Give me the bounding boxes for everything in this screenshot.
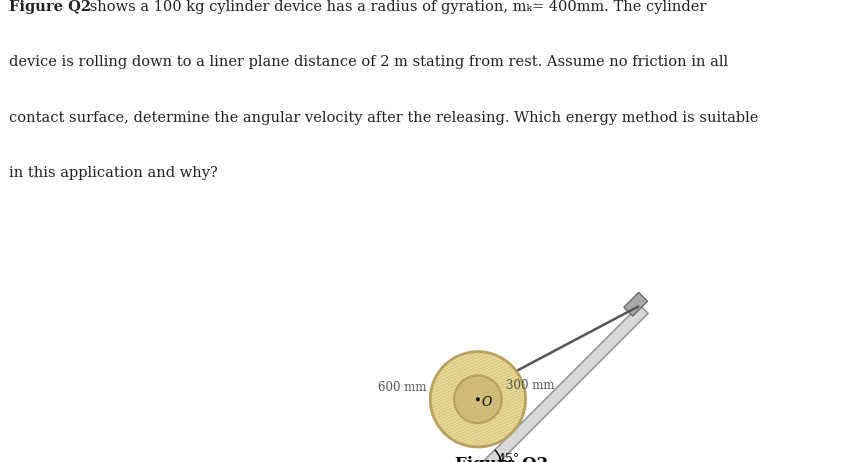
Text: 600 mm: 600 mm xyxy=(378,381,426,394)
Circle shape xyxy=(431,352,526,447)
Text: in this application and why?: in this application and why? xyxy=(9,166,217,180)
Polygon shape xyxy=(478,305,648,462)
Text: device is rolling down to a liner plane distance of 2 m stating from rest. Assum: device is rolling down to a liner plane … xyxy=(9,55,728,69)
Text: shows a 100 kg cylinder device has a radius of gyration, mₖ= 400mm. The cylinder: shows a 100 kg cylinder device has a rad… xyxy=(85,0,706,14)
Text: O: O xyxy=(482,396,492,409)
Text: 300 mm: 300 mm xyxy=(505,379,554,392)
Circle shape xyxy=(454,376,502,423)
Text: contact surface, determine the angular velocity after the releasing. Which energ: contact surface, determine the angular v… xyxy=(9,110,758,125)
Text: 45°: 45° xyxy=(498,453,520,462)
Text: Figure Q2: Figure Q2 xyxy=(9,0,91,14)
Circle shape xyxy=(476,397,480,401)
Polygon shape xyxy=(624,292,648,316)
Text: Figure Q2: Figure Q2 xyxy=(455,456,548,462)
